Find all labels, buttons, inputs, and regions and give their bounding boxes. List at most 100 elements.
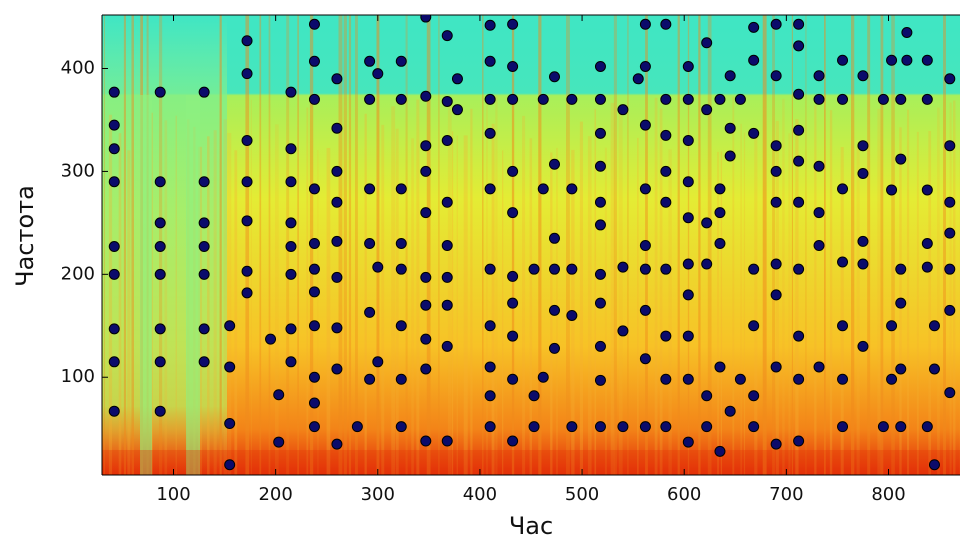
stripe (245, 15, 250, 475)
peak-point (639, 60, 651, 72)
stripe (782, 98, 785, 475)
peak-point (639, 240, 651, 252)
peak-point (682, 135, 694, 147)
peak-point (639, 353, 651, 365)
stripe (198, 146, 203, 475)
peak-point (566, 183, 578, 195)
peak-point (793, 40, 805, 52)
peak-point (331, 271, 343, 283)
peak-point (528, 421, 540, 433)
peak-point (372, 356, 384, 368)
x-tick-label: 100 (156, 484, 190, 505)
peak-point (308, 421, 320, 433)
peak-point (420, 165, 432, 177)
stripe (856, 146, 860, 475)
peak-point (857, 235, 869, 247)
peak-point (857, 340, 869, 352)
peak-point (108, 143, 120, 155)
peak-point (364, 55, 376, 67)
peak-point (594, 297, 606, 309)
stripe (740, 123, 742, 475)
stripe (426, 15, 431, 475)
peak-point (944, 73, 956, 85)
peak-point (617, 421, 629, 433)
peak-point (770, 70, 782, 82)
peak-point (857, 167, 869, 179)
peak-point (734, 373, 746, 385)
peak-point (154, 323, 166, 335)
stripe (326, 147, 331, 475)
x-tick-label: 500 (565, 484, 599, 505)
peak-point (701, 258, 713, 270)
peak-point (537, 93, 549, 105)
peak-point (108, 405, 120, 417)
peak-point (108, 356, 120, 368)
peak-point (331, 73, 343, 85)
stripe (411, 138, 414, 475)
peak-point (748, 421, 760, 433)
peak-point (537, 183, 549, 195)
peak-point (701, 390, 713, 402)
peak-point (308, 263, 320, 275)
peak-point (273, 389, 285, 401)
stripe (814, 105, 817, 475)
peak-point (566, 309, 578, 321)
stripe (754, 137, 758, 475)
stripe (164, 120, 168, 475)
stripe (829, 110, 833, 475)
peak-point (441, 340, 453, 352)
peak-point (748, 320, 760, 332)
stripe (805, 15, 807, 475)
stripe (364, 113, 367, 475)
peak-point (154, 405, 166, 417)
peak-point (224, 361, 236, 373)
peak-point (895, 93, 907, 105)
stripe (618, 105, 623, 475)
peak-point (901, 26, 913, 38)
stripe (928, 131, 932, 475)
peak-point (793, 373, 805, 385)
peak-point (420, 207, 432, 219)
peak-point (895, 297, 907, 309)
peak-point (364, 93, 376, 105)
peak-point (273, 436, 285, 448)
peak-point (331, 322, 343, 334)
stripe (610, 102, 615, 475)
stripe (791, 15, 793, 475)
stripe (788, 133, 791, 475)
peak-point (420, 333, 432, 345)
peak-point (364, 237, 376, 249)
stripe (223, 119, 228, 475)
stripe (259, 15, 262, 475)
peak-point (660, 421, 672, 433)
stripe (486, 105, 488, 475)
peak-point (154, 176, 166, 188)
stripe (175, 115, 177, 475)
stripe (943, 15, 946, 475)
peak-point (660, 330, 672, 342)
stripe (743, 132, 746, 475)
peak-point (793, 330, 805, 342)
peak-point (886, 184, 898, 196)
peak-point (265, 333, 277, 345)
peak-point (154, 86, 166, 98)
peak-point (793, 124, 805, 136)
peak-point (724, 122, 736, 134)
peak-point (660, 196, 672, 208)
peak-point (224, 320, 236, 332)
peak-point (921, 54, 933, 66)
y-tick-label: 400 (61, 58, 95, 79)
x-tick-label: 800 (871, 484, 905, 505)
x-tick-label: 400 (463, 484, 497, 505)
peak-point (441, 135, 453, 147)
peak-point (484, 183, 496, 195)
stripe (604, 147, 607, 475)
peak-point (793, 196, 805, 208)
stripe (268, 15, 271, 475)
stripe (104, 15, 106, 475)
stripe (317, 150, 319, 475)
peak-point (682, 373, 694, 385)
peak-point (331, 363, 343, 375)
peak-point (548, 263, 560, 275)
peak-point (441, 196, 453, 208)
